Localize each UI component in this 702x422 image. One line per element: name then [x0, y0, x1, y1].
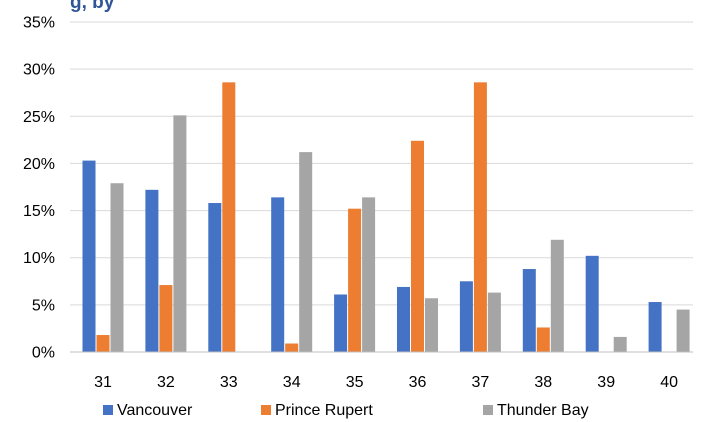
y-tick-label: 10%: [23, 250, 55, 267]
bar-vancouver-39: [585, 255, 599, 352]
x-tick-label: 35: [346, 374, 364, 391]
legend-label: Thunder Bay: [497, 402, 589, 419]
x-tick-label: 36: [409, 374, 427, 391]
legend-swatch: [483, 405, 493, 415]
bar-vancouver-40: [648, 302, 662, 352]
x-tick-label: 39: [597, 374, 615, 391]
x-axis-ticks: 3132333435363738394041: [94, 374, 678, 391]
bar-vancouver-34: [271, 197, 285, 352]
y-axis-ticks: 0% 5% 10% 15% 20% 25% 30% 35%: [23, 15, 55, 362]
bar-thunder-bay-31: [110, 183, 124, 352]
x-tick-label: 33: [220, 374, 238, 391]
bar-thunder-bay-34: [299, 152, 313, 352]
legend-item-prince-rupert: Prince Rupert: [261, 402, 373, 419]
y-tick-label: 0%: [32, 345, 55, 362]
bar-thunder-bay-38: [550, 239, 564, 352]
bar-thunder-bay-39: [613, 336, 627, 352]
bar-prince-rupert-37: [473, 82, 487, 352]
legend-label: Prince Rupert: [275, 402, 373, 419]
bar-thunder-bay-37: [487, 292, 501, 352]
bar-thunder-bay-40: [676, 309, 690, 352]
gridlines: [70, 21, 693, 306]
bar-prince-rupert-36: [411, 140, 424, 352]
bar-vancouver-32: [145, 189, 159, 352]
chart-title: g, by: [70, 0, 115, 13]
bar-vancouver-36: [397, 286, 410, 352]
x-tick-label: 32: [157, 374, 175, 391]
bar-prince-rupert-32: [159, 285, 173, 352]
bar-prince-rupert-31: [96, 335, 110, 352]
x-tick-label: 34: [283, 374, 301, 391]
bar-vancouver-38: [522, 269, 536, 352]
bar-prince-rupert-35: [348, 208, 362, 352]
x-tick-label: 37: [472, 374, 490, 391]
x-tick-label: 38: [534, 374, 552, 391]
y-tick-label: 25%: [23, 109, 55, 126]
legend-swatch: [103, 405, 113, 415]
bars: [82, 82, 690, 352]
legend-item-vancouver: Vancouver: [103, 402, 193, 419]
x-tick-label: 31: [94, 374, 112, 391]
x-tick-label: 40: [660, 374, 678, 391]
legend-item-thunder-bay: Thunder Bay: [483, 402, 589, 419]
legend: Vancouver Prince Rupert Thunder Bay: [103, 402, 589, 419]
y-tick-label: 15%: [23, 203, 55, 220]
bar-thunder-bay-36: [425, 298, 438, 352]
y-tick-label: 30%: [23, 62, 55, 79]
bar-prince-rupert-34: [285, 343, 299, 352]
y-tick-label: 35%: [23, 15, 55, 32]
bar-vancouver-37: [459, 281, 473, 352]
bar-thunder-bay-32: [173, 115, 187, 352]
bar-thunder-bay-35: [362, 197, 376, 352]
bar-vancouver-35: [334, 294, 348, 352]
bar-prince-rupert-38: [536, 327, 550, 352]
bar-vancouver-33: [208, 203, 222, 352]
bar-vancouver-31: [82, 160, 96, 352]
y-tick-label: 5%: [32, 297, 55, 314]
bar-prince-rupert-33: [222, 82, 236, 352]
legend-label: Vancouver: [117, 402, 193, 419]
legend-swatch: [261, 405, 271, 415]
y-tick-label: 20%: [23, 156, 55, 173]
